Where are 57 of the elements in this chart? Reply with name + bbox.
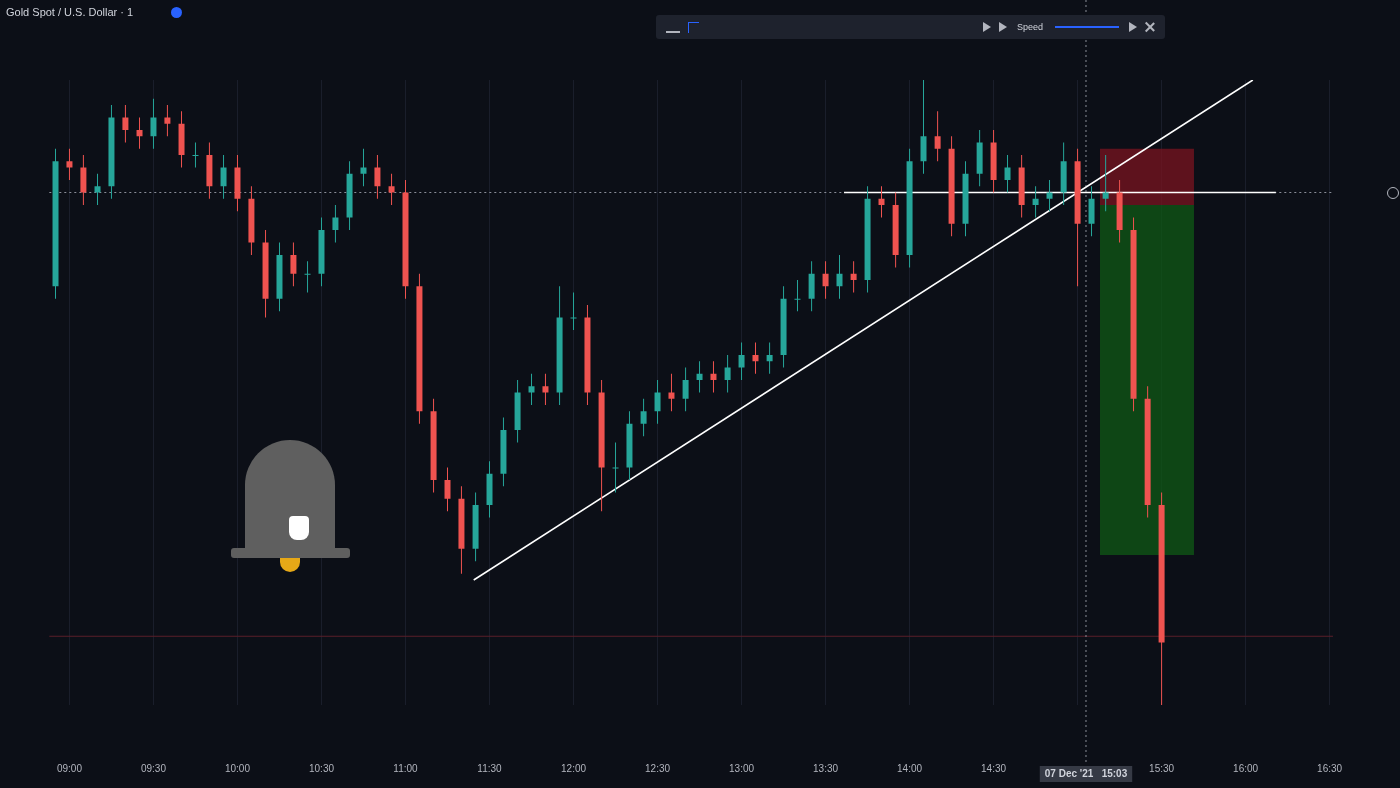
candlestick <box>696 360 703 393</box>
x-tick-label: 10:30 <box>308 762 335 774</box>
candlestick <box>444 467 451 512</box>
candlestick <box>332 204 339 243</box>
candlestick <box>136 117 143 150</box>
candlestick <box>612 442 619 493</box>
candlestick <box>822 260 829 300</box>
candlestick <box>1102 154 1109 212</box>
candlestick <box>640 398 647 437</box>
x-tick-label: 11:00 <box>393 762 419 774</box>
candlestick <box>192 142 199 168</box>
candlestick <box>682 367 689 412</box>
candlestick <box>150 98 157 150</box>
x-tick-label: 12:30 <box>645 762 671 774</box>
x-tick-label: 09:30 <box>140 762 167 774</box>
candlestick <box>724 354 731 393</box>
x-tick-label: 16:30 <box>1317 762 1343 774</box>
candlestick <box>290 242 297 287</box>
candlestick <box>1032 185 1039 218</box>
candlestick <box>122 104 129 143</box>
candlestick <box>934 110 941 162</box>
candlestick <box>304 260 311 293</box>
candlestick <box>668 373 675 412</box>
candlestick <box>220 154 227 200</box>
x-tick-label: 15:30 <box>1149 762 1175 774</box>
candlestick <box>1046 179 1053 212</box>
candlestick <box>794 279 801 312</box>
text: Speed <box>1017 22 1044 32</box>
x-tick-label: 10:00 <box>224 762 251 774</box>
x-tick-label: 14:30 <box>981 762 1007 774</box>
chart-title: Gold Spot / U.S. Dollar · 1 <box>6 6 134 18</box>
candlestick <box>570 292 577 331</box>
candlestick <box>528 373 535 406</box>
candlestick <box>878 185 885 218</box>
x-tick-label: 16:00 <box>1233 762 1259 774</box>
x-tick-label: 12:00 <box>561 762 587 774</box>
candlestick <box>738 342 745 381</box>
candlestick <box>654 379 661 425</box>
x-tick-label: 11:30 <box>477 762 503 774</box>
candlestick <box>66 148 73 181</box>
x-tick-label: 14:00 <box>897 762 923 774</box>
candlestick <box>1004 154 1011 193</box>
candlestick <box>374 154 381 200</box>
candlestick <box>850 260 857 293</box>
candlestick <box>766 342 773 375</box>
x-tick-label: 13:00 <box>729 762 755 774</box>
candlestick <box>164 104 171 137</box>
candlestick <box>360 148 367 187</box>
candlestick <box>94 173 101 206</box>
candlestick <box>836 254 843 300</box>
candlestick <box>388 173 395 206</box>
x-tick-label: 09:00 <box>56 762 83 774</box>
x-tick-label: 13:30 <box>813 762 839 774</box>
ref-line-label: 07 Dec '21 15:03 <box>1044 767 1128 779</box>
candlestick <box>752 342 759 375</box>
candlestick <box>542 373 549 406</box>
candlestick <box>710 360 717 393</box>
